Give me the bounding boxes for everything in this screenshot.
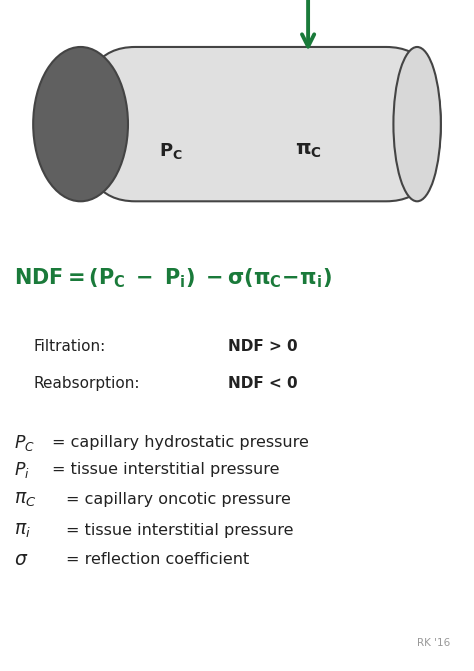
Text: $\pi_i$: $\pi_i$ bbox=[14, 521, 31, 539]
FancyBboxPatch shape bbox=[81, 47, 441, 201]
Text: $\mathbf{P_C}$: $\mathbf{P_C}$ bbox=[159, 141, 182, 161]
Text: $\pi_C$: $\pi_C$ bbox=[14, 491, 36, 509]
Text: RK '16: RK '16 bbox=[417, 637, 450, 648]
Text: = capillary hydrostatic pressure: = capillary hydrostatic pressure bbox=[52, 435, 309, 450]
Text: NDF > 0: NDF > 0 bbox=[228, 339, 297, 354]
Text: Filtration:: Filtration: bbox=[33, 339, 105, 354]
Text: = tissue interstitial pressure: = tissue interstitial pressure bbox=[66, 523, 294, 537]
Ellipse shape bbox=[33, 47, 128, 201]
Text: = capillary oncotic pressure: = capillary oncotic pressure bbox=[66, 493, 291, 507]
Text: $\mathbf{NDF = (P_C\ -\ P_i)\ -\sigma(\pi_C\!-\!\pi_i)}$: $\mathbf{NDF = (P_C\ -\ P_i)\ -\sigma(\p… bbox=[14, 266, 332, 291]
Text: = tissue interstitial pressure: = tissue interstitial pressure bbox=[52, 462, 280, 477]
Text: = reflection coefficient: = reflection coefficient bbox=[66, 552, 250, 567]
Text: $P_i$: $P_i$ bbox=[14, 460, 30, 480]
Text: NDF < 0: NDF < 0 bbox=[228, 376, 297, 391]
Text: $\sigma$: $\sigma$ bbox=[14, 550, 28, 569]
Text: Reabsorption:: Reabsorption: bbox=[33, 376, 140, 391]
Text: $\mathbf{\pi_C}$: $\mathbf{\pi_C}$ bbox=[295, 142, 321, 160]
Text: $P_C$: $P_C$ bbox=[14, 433, 35, 453]
Ellipse shape bbox=[393, 47, 441, 201]
